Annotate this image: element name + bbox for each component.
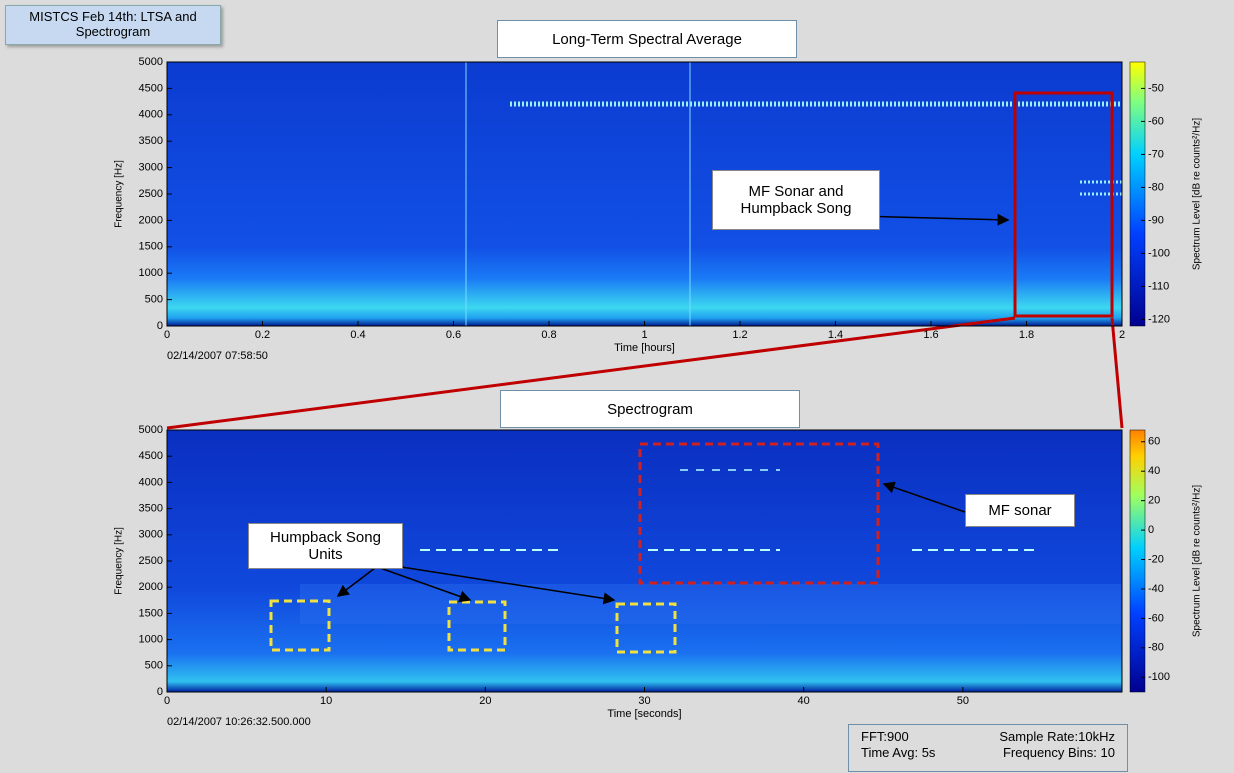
- annotation: MF sonar: [965, 494, 1075, 527]
- x-tick-label: 0.8: [541, 329, 556, 341]
- header-title: MISTCS Feb 14th: LTSA and Spectrogram: [5, 5, 221, 45]
- colorbar-tick-label: 20: [1148, 495, 1160, 507]
- y-tick-label: 3000: [139, 529, 163, 541]
- y-tick-label: 3000: [139, 162, 163, 174]
- x-tick-label: 1.6: [923, 329, 938, 341]
- colorbar-label: Spectrum Level [dB re counts²/Hz]: [1192, 485, 1203, 638]
- y-tick-label: 4500: [139, 450, 163, 462]
- x-tick-label: 40: [798, 695, 810, 707]
- y-tick-label: 500: [145, 660, 163, 672]
- fft: FFT:900: [861, 729, 909, 744]
- arrow: [394, 565, 616, 605]
- panel-title: Spectrogram: [500, 390, 800, 428]
- y-tick-label: 2000: [139, 581, 163, 593]
- colorbar-tick-label: 0: [1148, 524, 1154, 536]
- y-tick-label: 1500: [139, 241, 163, 253]
- y-tick-label: 4000: [139, 109, 163, 121]
- colorbar: [1129, 429, 1146, 693]
- x-tick-label: 1.2: [732, 329, 747, 341]
- colorbar-tick-label: 40: [1148, 465, 1160, 477]
- unit-box: [615, 602, 677, 654]
- colorbar-tick-label: -100: [1148, 671, 1170, 683]
- x-tick-label: 0.4: [350, 329, 365, 341]
- y-tick-label: 3500: [139, 135, 163, 147]
- colorbar-tick-label: -70: [1148, 148, 1164, 160]
- sonar-box: [638, 442, 880, 585]
- y-tick-label: 2000: [139, 214, 163, 226]
- timestamp: 02/14/2007 10:26:32.500.000: [167, 716, 311, 728]
- arrow: [336, 567, 376, 597]
- x-tick-label: 0.2: [255, 329, 270, 341]
- x-tick-label: 30: [638, 695, 650, 707]
- panel-title: Long-Term Spectral Average: [497, 20, 797, 58]
- colorbar-tick-label: -80: [1148, 642, 1164, 654]
- arrow: [379, 567, 472, 603]
- y-tick-label: 4500: [139, 82, 163, 94]
- colorbar-tick-label: 60: [1148, 436, 1160, 448]
- zoom-line: [1110, 317, 1124, 429]
- y-axis-label: Frequency [Hz]: [114, 527, 125, 595]
- colorbar: [1129, 61, 1146, 327]
- x-axis-label: Time [seconds]: [607, 708, 681, 720]
- colorbar-tick-label: -60: [1148, 612, 1164, 624]
- colorbar-tick-label: -80: [1148, 181, 1164, 193]
- x-tick-label: 50: [957, 695, 969, 707]
- y-tick-label: 4000: [139, 476, 163, 488]
- y-tick-label: 5000: [139, 56, 163, 68]
- colorbar-tick-label: -40: [1148, 583, 1164, 595]
- y-tick-label: 2500: [139, 188, 163, 200]
- colorbar-label: Spectrum Level [dB re counts²/Hz]: [1192, 118, 1203, 271]
- x-axis-label: Time [hours]: [614, 342, 675, 354]
- unit-box: [269, 599, 331, 652]
- y-tick-label: 500: [145, 294, 163, 306]
- sample-rate: Sample Rate:10kHz: [999, 729, 1115, 744]
- x-tick-label: 10: [320, 695, 332, 707]
- arrow: [882, 481, 966, 513]
- x-tick-label: 1: [641, 329, 647, 341]
- colorbar-tick-label: -90: [1148, 214, 1164, 226]
- y-tick-label: 1500: [139, 607, 163, 619]
- annotation: Humpback Song Units: [248, 523, 403, 569]
- y-tick-label: 0: [157, 686, 163, 698]
- annotation: MF Sonar and Humpback Song: [712, 170, 880, 230]
- x-tick-label: 0: [164, 695, 170, 707]
- y-tick-label: 5000: [139, 424, 163, 436]
- y-axis-label: Frequency [Hz]: [114, 160, 125, 228]
- y-tick-label: 1000: [139, 267, 163, 279]
- y-tick-label: 2500: [139, 555, 163, 567]
- y-tick-label: 3500: [139, 503, 163, 515]
- y-tick-label: 1000: [139, 634, 163, 646]
- colorbar-tick-label: -120: [1148, 313, 1170, 325]
- time-avg: Time Avg: 5s: [861, 745, 936, 760]
- colorbar-tick-label: -20: [1148, 553, 1164, 565]
- zoom-box: [1013, 91, 1114, 318]
- x-tick-label: 0.6: [446, 329, 461, 341]
- x-tick-label: 20: [479, 695, 491, 707]
- x-tick-label: 1.4: [828, 329, 843, 341]
- y-tick-label: 0: [157, 320, 163, 332]
- colorbar-tick-label: -60: [1148, 115, 1164, 127]
- zoom-line: [166, 316, 1016, 430]
- colorbar-tick-label: -100: [1148, 247, 1170, 259]
- frequency-bins: Frequency Bins: 10: [1002, 745, 1115, 760]
- colorbar-tick-label: -110: [1148, 280, 1169, 292]
- colorbar-tick-label: -50: [1148, 82, 1164, 94]
- x-tick-label: 0: [164, 329, 170, 341]
- x-tick-label: 1.8: [1019, 329, 1034, 341]
- timestamp: 02/14/2007 07:58:50: [167, 350, 268, 362]
- x-tick-label: 2: [1119, 329, 1125, 341]
- settings-box: FFT:900 Sample Rate:10kHz Time Avg: 5s F…: [848, 724, 1128, 772]
- unit-box: [447, 600, 507, 652]
